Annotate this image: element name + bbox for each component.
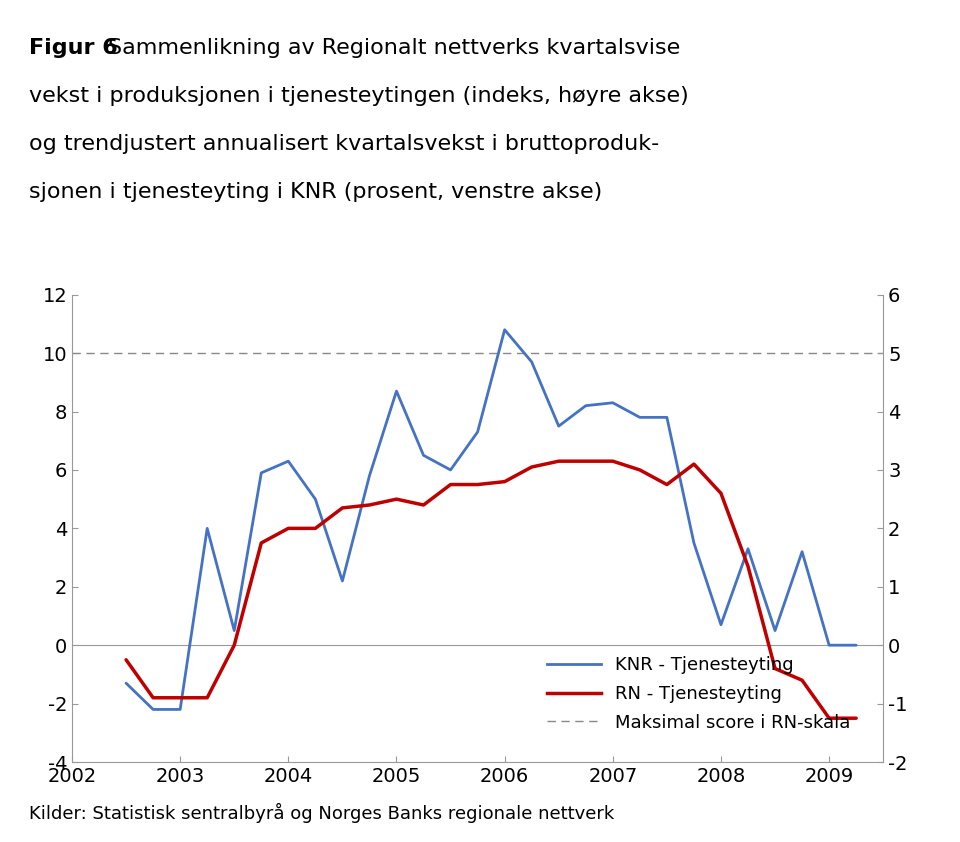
Text: sjonen i tjenesteyting i KNR (prosent, venstre akse): sjonen i tjenesteyting i KNR (prosent, v… <box>29 182 602 202</box>
Text: Sammenlikning av Regionalt nettverks kvartalsvise: Sammenlikning av Regionalt nettverks kva… <box>108 38 680 58</box>
Text: Figur 6: Figur 6 <box>29 38 117 58</box>
Text: Kilder: Statistisk sentralbyrå og Norges Banks regionale nettverk: Kilder: Statistisk sentralbyrå og Norges… <box>29 803 614 823</box>
Text: og trendjustert annualisert kvartalsvekst i bruttoproduk-: og trendjustert annualisert kvartalsveks… <box>29 134 660 154</box>
Legend: KNR - Tjenesteyting, RN - Tjenesteyting, Maksimal score i RN-skala: KNR - Tjenesteyting, RN - Tjenesteyting,… <box>540 649 858 739</box>
Text: vekst i produksjonen i tjenesteytingen (indeks, høyre akse): vekst i produksjonen i tjenesteytingen (… <box>29 86 688 106</box>
